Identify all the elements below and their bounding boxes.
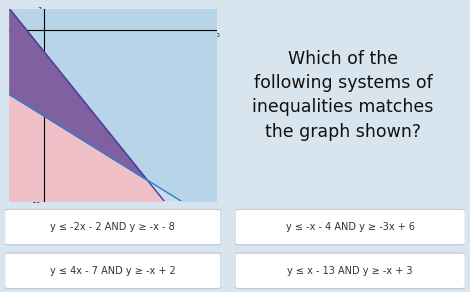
- FancyBboxPatch shape: [5, 209, 221, 245]
- Text: Which of the
following systems of
inequalities matches
the graph shown?: Which of the following systems of inequa…: [252, 50, 434, 141]
- FancyBboxPatch shape: [235, 209, 465, 245]
- Text: y ≤ 4x - 7 AND y ≥ -x + 2: y ≤ 4x - 7 AND y ≥ -x + 2: [50, 266, 176, 276]
- Text: y ≤ -x - 4 AND y ≥ -3x + 6: y ≤ -x - 4 AND y ≥ -3x + 6: [286, 222, 415, 232]
- Text: y ≤ -2x - 2 AND y ≥ -x - 8: y ≤ -2x - 2 AND y ≥ -x - 8: [50, 222, 175, 232]
- Text: y ≤ x - 13 AND y ≥ -x + 3: y ≤ x - 13 AND y ≥ -x + 3: [287, 266, 413, 276]
- FancyBboxPatch shape: [5, 253, 221, 288]
- FancyBboxPatch shape: [235, 253, 465, 288]
